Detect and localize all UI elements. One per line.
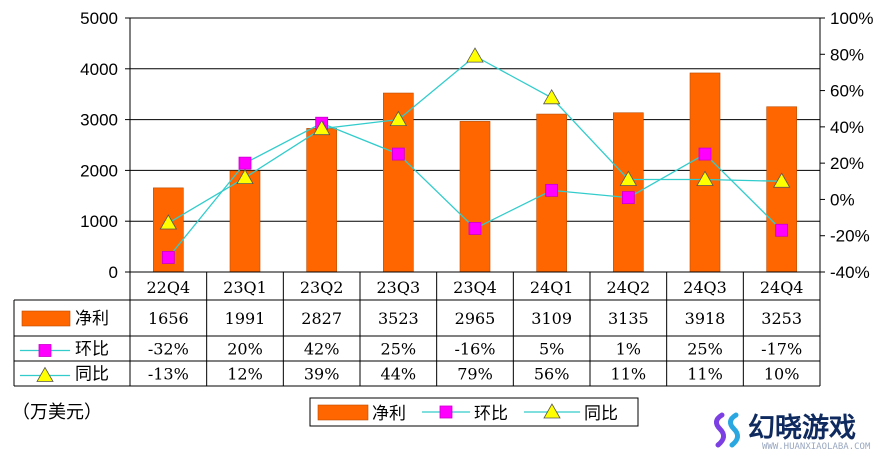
category-label: 23Q4 — [453, 278, 497, 297]
tongbi-point-24Q1 — [542, 89, 561, 105]
table-cell: -17% — [761, 340, 802, 359]
tongbi-point-22Q4 — [159, 214, 178, 230]
huanbi-point-23Q4 — [468, 222, 482, 235]
tongbi-point-23Q4 — [466, 47, 484, 63]
huanbi-point-24Q1 — [545, 183, 559, 197]
table-cell: 3109 — [531, 309, 572, 328]
left-tick-label: 1000 — [80, 212, 118, 231]
legend-bar-icon — [317, 404, 369, 421]
huanbi-point-24Q4 — [775, 223, 789, 237]
table-row-label: 环比 — [75, 340, 109, 360]
bar-24Q4 — [766, 106, 797, 273]
table-cell: 25% — [381, 340, 417, 359]
table-cell: 1656 — [148, 309, 189, 328]
table-cell: 12% — [227, 365, 263, 384]
table-cell: 42% — [304, 340, 340, 359]
right-tick-label: 40% — [830, 118, 864, 137]
right-tick-label: 80% — [830, 45, 864, 64]
huanbi-point-24Q2 — [621, 191, 635, 205]
right-tick-label: 60% — [830, 82, 864, 101]
watermark-text: 幻晓游戏 — [748, 413, 856, 444]
table-row-label: 净利 — [75, 309, 109, 329]
tongbi-point-24Q2 — [619, 170, 638, 186]
left-tick-label: 2000 — [80, 161, 118, 180]
plot-area: 0 1000 2000 3000 4000 5000 -40% -20% 0% 20% 40% 60%… — [80, 9, 873, 282]
right-tick-label: 20% — [830, 154, 864, 173]
category-label: 24Q2 — [607, 278, 651, 297]
data-table: 22Q4 23Q1 23Q2 23Q3 23Q4 24Q1 24Q2 24Q3 24Q4 净利 16… — [13, 271, 821, 387]
table-cell: 56% — [534, 365, 570, 384]
huanbi-point-24Q3 — [698, 147, 712, 161]
table-cell: 20% — [227, 340, 263, 359]
huanbi-point-23Q1 — [238, 156, 252, 170]
legend-label: 同比 — [584, 404, 618, 424]
table-cell: 11% — [687, 365, 723, 384]
legend-triangle-icon — [543, 403, 561, 419]
bar-23Q2 — [306, 128, 337, 273]
watermark-subtext: WWW.HUANXIAOLABA.COM — [762, 442, 871, 450]
tongbi-point-23Q2 — [312, 119, 331, 136]
table-row-label: 同比 — [75, 365, 109, 385]
table-cell: 1% — [616, 340, 641, 359]
tongbi-point-23Q1 — [236, 168, 254, 185]
watermark-logo-icon — [714, 412, 740, 448]
category-label: 24Q3 — [683, 278, 727, 297]
watermark: 幻晓游戏 WWW.HUANXIAOLABA.COM — [714, 412, 871, 450]
legend-label: 环比 — [474, 404, 508, 424]
right-tick-label: 0% — [830, 190, 855, 209]
table-cell: 79% — [457, 365, 493, 384]
category-label: 23Q3 — [377, 278, 421, 297]
category-label: 24Q4 — [760, 278, 804, 297]
category-label: 22Q4 — [147, 278, 191, 297]
tongbi-point-24Q4 — [772, 172, 791, 188]
table-cell: 39% — [304, 365, 340, 384]
right-tick-label: -40% — [830, 263, 870, 282]
table-cell: 1991 — [225, 309, 266, 328]
table-cell: 5% — [539, 340, 564, 359]
table-cell: 3135 — [608, 309, 649, 328]
left-tick-label: 0 — [109, 263, 118, 282]
bar-23Q4 — [459, 121, 491, 273]
left-tick-label: 5000 — [80, 9, 118, 28]
legend-square-icon — [439, 405, 453, 419]
left-tick-label: 4000 — [80, 60, 118, 79]
table-key-triangle-icon — [36, 366, 54, 382]
table-key-bar-icon — [21, 310, 71, 327]
left-tick-label: 3000 — [80, 111, 118, 130]
table-cell: -16% — [455, 340, 496, 359]
table-cell: 25% — [687, 340, 723, 359]
table-cell: -32% — [148, 340, 189, 359]
table-cell: -13% — [148, 365, 189, 384]
huanbi-point-23Q3 — [391, 147, 405, 161]
table-key-square-icon — [38, 344, 52, 357]
unit-label: （万美元） — [12, 402, 102, 423]
category-label: 23Q2 — [300, 278, 344, 297]
bar-23Q1 — [229, 170, 261, 273]
category-label: 23Q1 — [223, 278, 267, 297]
table-cell: 10% — [764, 365, 800, 384]
table-cell: 3918 — [685, 309, 726, 328]
legend: 净利 环比 同比 — [309, 397, 639, 427]
right-tick-label: 100% — [830, 9, 873, 28]
table-cell: 2827 — [301, 309, 342, 328]
huanbi-point-22Q4 — [161, 251, 175, 264]
table-cell: 3253 — [761, 309, 802, 328]
category-label: 24Q1 — [530, 278, 574, 297]
tongbi-point-23Q3 — [389, 110, 408, 126]
legend-label: 净利 — [372, 404, 406, 424]
table-cell: 44% — [381, 365, 417, 384]
table-cell: 3523 — [378, 309, 419, 328]
table-cell: 11% — [611, 365, 647, 384]
table-cell: 2965 — [455, 309, 496, 328]
tongbi-point-24Q3 — [696, 170, 714, 186]
right-tick-label: -20% — [830, 227, 870, 246]
